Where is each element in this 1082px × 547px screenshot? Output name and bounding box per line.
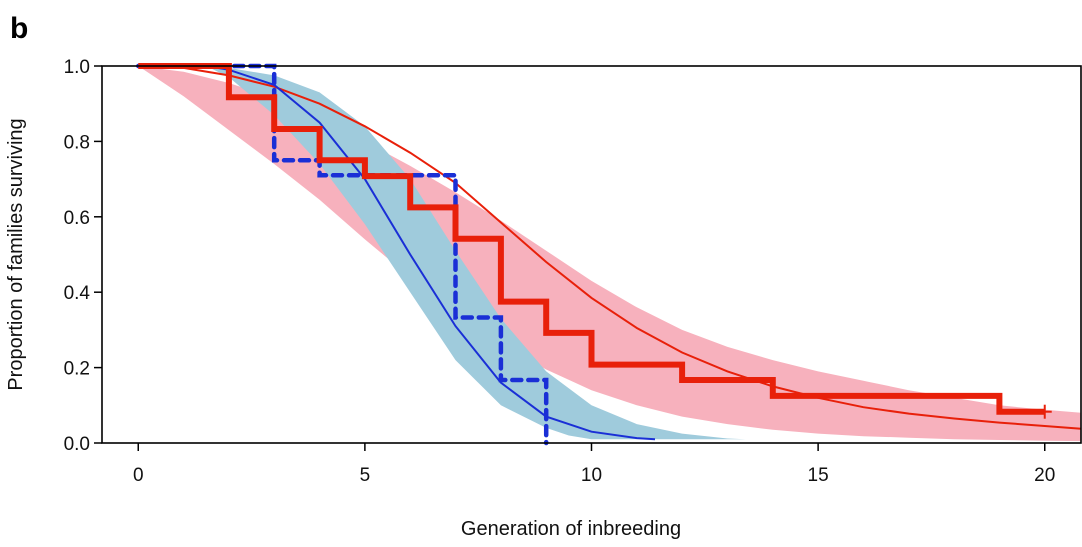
x-tick-label: 5	[360, 465, 371, 486]
km-step-2	[138, 63, 1045, 415]
y-tick-label: 0.8	[64, 132, 90, 153]
km-step-1	[136, 63, 549, 446]
x-tick-label: 15	[808, 465, 829, 486]
panel-label: b	[10, 12, 28, 45]
y-tick-label: 0.6	[64, 208, 90, 229]
x-tick-label: 0	[133, 465, 144, 486]
y-tick-label: 0.2	[64, 359, 90, 380]
y-axis-title: Proportion of families surviving	[5, 118, 27, 390]
x-axis: 0 5 10 15 20	[133, 443, 1055, 486]
x-tick-label: 10	[581, 465, 602, 486]
confidence-band-1	[138, 66, 1082, 442]
y-tick-label: 0.0	[64, 434, 90, 455]
fitted-curve-2	[206, 65, 656, 441]
y-tick-label: 1.0	[64, 57, 90, 78]
censor-mark	[1037, 404, 1052, 419]
plot-marks	[136, 63, 1082, 446]
x-axis-title: Generation of inbreeding	[461, 518, 681, 540]
x-tick-label: 20	[1034, 465, 1055, 486]
y-tick-label: 0.4	[64, 283, 91, 304]
y-axis: 0.0 0.2 0.4 0.6 0.8 1.0	[64, 57, 102, 455]
fitted-curve-1	[165, 65, 1082, 430]
